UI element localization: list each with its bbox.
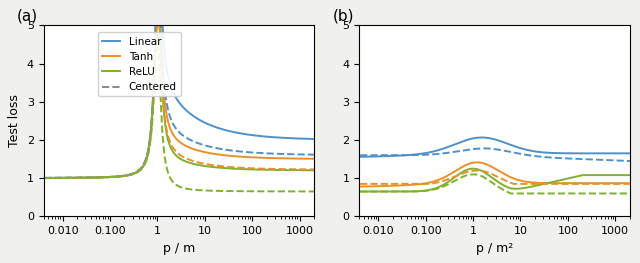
- Text: (a): (a): [17, 8, 38, 23]
- X-axis label: p / m²: p / m²: [476, 242, 513, 255]
- Text: (b): (b): [332, 8, 354, 23]
- Y-axis label: Test loss: Test loss: [8, 94, 21, 147]
- Legend: Linear, Tanh, ReLU, Centered: Linear, Tanh, ReLU, Centered: [97, 32, 181, 97]
- X-axis label: p / m: p / m: [163, 242, 195, 255]
